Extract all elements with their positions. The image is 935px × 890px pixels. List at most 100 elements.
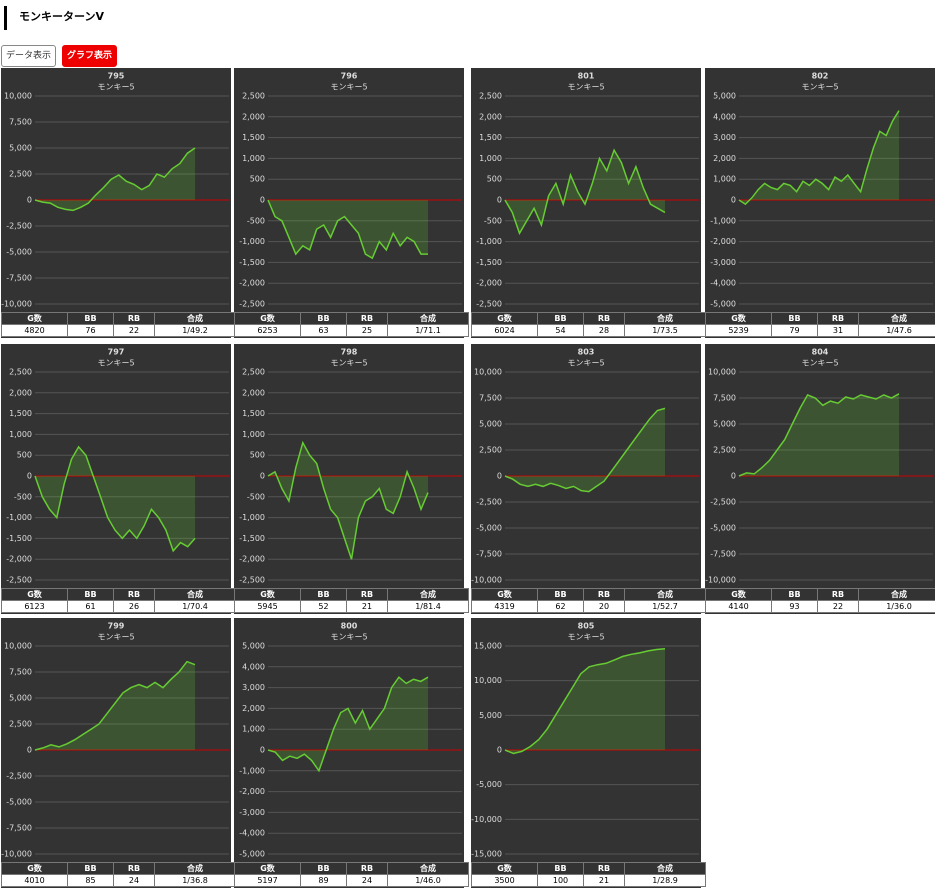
- y-tick-label: -10,000: [1, 850, 32, 859]
- chart: 804 モンキー5 10,000 7,500 5,000 2,500 0 -2,500 -5,0…: [705, 348, 933, 585]
- chart-subtitle: モンキー5: [330, 83, 367, 92]
- cell: 1/28.9: [624, 874, 706, 887]
- y-tick-label: 0: [260, 472, 265, 481]
- y-tick-label: -5,000: [710, 300, 736, 309]
- y-tick-label: -3,000: [710, 258, 736, 267]
- table-header: G数 BB RB 合成: [705, 588, 935, 601]
- y-tick-label: -5,000: [6, 248, 32, 257]
- y-tick-label: -5,000: [239, 850, 265, 859]
- stats-table: G数 BB RB 合成 6253 63 25 1/71.1: [234, 312, 469, 337]
- cell: 89: [300, 874, 347, 887]
- y-tick-label: 5,000: [713, 420, 736, 429]
- y-tick-label: -7,500: [476, 550, 502, 559]
- cell: 1/36.8: [154, 874, 236, 887]
- y-tick-label: -10,000: [471, 815, 502, 824]
- header-cell: 合成: [154, 312, 236, 325]
- chart: 797 モンキー5 2,500 2,000 1,500 1,000 500 0 -500 -1,0…: [6, 348, 229, 585]
- y-tick-label: -500: [247, 492, 265, 501]
- cell: 24: [346, 874, 388, 887]
- table-header: G数 BB RB 合成: [705, 312, 935, 325]
- y-tick-label: -4,000: [239, 829, 265, 838]
- chart-title: 797: [108, 348, 125, 357]
- cell: 4140: [705, 600, 772, 613]
- table-row: 4010 85 24 1/36.8: [1, 874, 236, 887]
- header-cell: 合成: [858, 588, 935, 601]
- cell: 79: [771, 324, 818, 337]
- chart-title: 800: [341, 622, 358, 631]
- y-tick-label: 1,000: [242, 430, 265, 439]
- header-cell: G数: [1, 312, 68, 325]
- area: [268, 200, 428, 259]
- chart: 800 モンキー5 5,000 4,000 3,000 2,000 1,000 0 -1,000…: [239, 622, 462, 859]
- cell: 1/36.0: [858, 600, 935, 613]
- table-row: 4820 76 22 1/49.2: [1, 324, 236, 337]
- chart-panel: 798 モンキー5 2,500 2,000 1,500 1,000 500 0 -500 -1,0…: [234, 344, 469, 614]
- cell: 21: [583, 874, 625, 887]
- table-header: G数 BB RB 合成: [471, 862, 706, 875]
- stats-table: G数 BB RB 合成 5239 79 31 1/47.6: [705, 312, 935, 337]
- y-tick-label: -500: [484, 216, 502, 225]
- cell: 63: [300, 324, 347, 337]
- header-cell: 合成: [858, 312, 935, 325]
- y-tick-label: 7,500: [9, 118, 32, 127]
- line: [34, 445, 196, 553]
- area: [35, 148, 195, 211]
- chart: 798 モンキー5 2,500 2,000 1,500 1,000 500 0 -500 -1,0…: [239, 348, 462, 585]
- y-tick-label: 4,000: [242, 662, 265, 671]
- y-tick-label: 500: [250, 175, 265, 184]
- y-tick-label: -2,500: [239, 576, 265, 585]
- stats-table: G数 BB RB 合成 6123 61 26 1/70.4: [1, 588, 236, 613]
- y-tick-label: 2,500: [479, 92, 502, 101]
- y-tick-label: 15,000: [474, 642, 502, 651]
- cell: 62: [537, 600, 584, 613]
- cell: 5945: [234, 600, 301, 613]
- cell: 1/46.0: [387, 874, 469, 887]
- area: [739, 393, 899, 476]
- stats-table: G数 BB RB 合成 4010 85 24 1/36.8: [1, 862, 236, 887]
- chart-title: 802: [812, 72, 829, 81]
- chart-title: 805: [578, 622, 595, 631]
- area: [739, 110, 899, 205]
- table-row: 6123 61 26 1/70.4: [1, 600, 236, 613]
- table-header: G数 BB RB 合成: [471, 312, 706, 325]
- y-tick-label: 2,000: [479, 112, 502, 121]
- y-tick-label: -1,000: [6, 513, 32, 522]
- tab[interactable]: データ表示: [1, 45, 57, 67]
- area: [35, 661, 195, 750]
- y-tick-label: 0: [497, 472, 502, 481]
- page-title: モンキーターンV: [4, 6, 104, 30]
- cell: 52: [300, 600, 347, 613]
- chart: 801 モンキー5 2,500 2,000 1,500 1,000 500 0 -500 -1,0…: [476, 72, 699, 309]
- y-tick-label: 2,000: [242, 112, 265, 121]
- header-cell: 合成: [387, 312, 469, 325]
- y-tick-label: 2,000: [242, 388, 265, 397]
- cell: 6123: [1, 600, 68, 613]
- y-tick-label: -10,000: [705, 576, 736, 585]
- header-cell: BB: [300, 312, 347, 325]
- cell: 26: [113, 600, 155, 613]
- chart-subtitle: モンキー5: [97, 83, 134, 92]
- chart-subtitle: モンキー5: [801, 83, 838, 92]
- header-cell: 合成: [387, 862, 469, 875]
- header-cell: G数: [234, 862, 301, 875]
- y-tick-label: -1,000: [239, 513, 265, 522]
- chart-panel: 801 モンキー5 2,500 2,000 1,500 1,000 500 0 -500 -1,0…: [471, 68, 706, 338]
- chart-subtitle: モンキー5: [97, 633, 134, 642]
- cell: 3500: [471, 874, 538, 887]
- y-tick-label: 0: [260, 196, 265, 205]
- y-tick-label: 10,000: [4, 92, 32, 101]
- header-cell: RB: [346, 588, 388, 601]
- chart-subtitle: モンキー5: [97, 359, 134, 368]
- y-tick-label: 5,000: [479, 711, 502, 720]
- stats-table: G数 BB RB 合成 5945 52 21 1/81.4: [234, 588, 469, 613]
- header-cell: G数: [1, 588, 68, 601]
- y-tick-label: 0: [731, 196, 736, 205]
- cell: 1/71.1: [387, 324, 469, 337]
- chart-panel: 805 モンキー5 15,000 10,000 5,000 0 -5,000 -10,000 -…: [471, 618, 706, 888]
- y-tick-label: -500: [14, 492, 32, 501]
- header-cell: RB: [583, 312, 625, 325]
- tab[interactable]: グラフ表示: [62, 45, 118, 67]
- y-tick-label: -5,000: [476, 524, 502, 533]
- cell: 76: [67, 324, 114, 337]
- table-row: 5945 52 21 1/81.4: [234, 600, 469, 613]
